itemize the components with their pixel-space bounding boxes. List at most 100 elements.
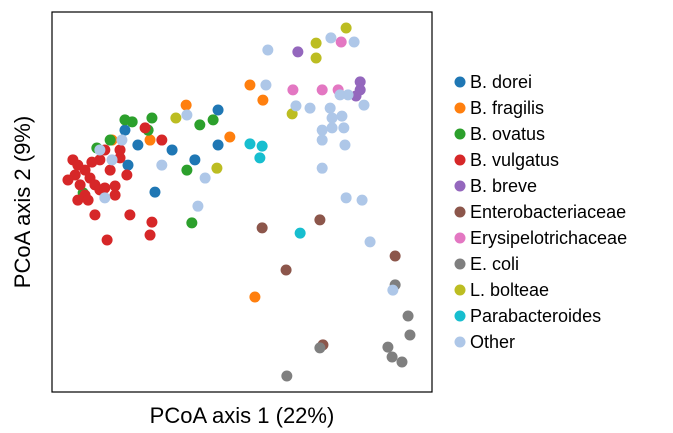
legend-label: Other (470, 332, 515, 352)
legend-label: B. dorei (470, 72, 532, 92)
point (82, 194, 94, 206)
legend-label: Parabacteroides (470, 306, 601, 326)
legend-swatch (454, 232, 466, 244)
legend-label: B. vulgatus (470, 150, 559, 170)
point (314, 214, 326, 226)
point (224, 131, 236, 143)
point (89, 209, 101, 221)
point (324, 102, 336, 114)
point (254, 152, 266, 164)
point (99, 192, 111, 204)
point (326, 112, 338, 124)
legend-swatch (454, 154, 466, 166)
point (144, 229, 156, 241)
point (244, 79, 256, 91)
point (340, 22, 352, 34)
legend-label: B. breve (470, 176, 537, 196)
legend-swatch (454, 76, 466, 88)
legend-swatch (454, 180, 466, 192)
point (99, 182, 111, 194)
point (339, 139, 351, 151)
point (281, 370, 293, 382)
point (387, 284, 399, 296)
point (126, 116, 138, 128)
point (104, 164, 116, 176)
legend-label: L. bolteae (470, 280, 549, 300)
legend-swatch (454, 258, 466, 270)
point (194, 119, 206, 131)
point (314, 342, 326, 354)
point (316, 134, 328, 146)
point (192, 200, 204, 212)
legend-label: B. fragilis (470, 98, 544, 118)
point (364, 236, 376, 248)
point (310, 37, 322, 49)
point (170, 112, 182, 124)
point (212, 139, 224, 151)
point (212, 104, 224, 116)
point (294, 227, 306, 239)
plot-frame (51, 11, 433, 393)
point (106, 154, 118, 166)
point (149, 186, 161, 198)
point (109, 180, 121, 192)
legend-swatch (454, 102, 466, 114)
point (146, 216, 158, 228)
point (348, 36, 360, 48)
point (256, 140, 268, 152)
point (79, 164, 91, 176)
point (325, 32, 337, 44)
point (101, 234, 113, 246)
point (121, 169, 133, 181)
point (199, 172, 211, 184)
legend-swatch (454, 284, 466, 296)
point (342, 89, 354, 101)
point (310, 52, 322, 64)
point (316, 84, 328, 96)
point (358, 99, 370, 111)
point (132, 139, 144, 151)
point (290, 100, 302, 112)
point (124, 209, 136, 221)
point (260, 79, 272, 91)
point (116, 134, 128, 146)
point (382, 341, 394, 353)
point (74, 179, 86, 191)
point (139, 122, 151, 134)
point (354, 76, 366, 88)
point (181, 109, 193, 121)
point (94, 144, 106, 156)
point (292, 46, 304, 58)
point (186, 217, 198, 229)
point (338, 122, 350, 134)
x-axis-label: PCoA axis 1 (22%) (150, 403, 335, 428)
point (156, 159, 168, 171)
legend-swatch (454, 128, 466, 140)
point (189, 154, 201, 166)
point (114, 144, 126, 156)
point (211, 162, 223, 174)
point (404, 329, 416, 341)
legend-swatch (454, 336, 466, 348)
point (180, 99, 192, 111)
legend-label: Enterobacteriaceae (470, 202, 626, 222)
legend-swatch (454, 310, 466, 322)
point (280, 264, 292, 276)
point (119, 124, 131, 136)
point (340, 192, 352, 204)
point (86, 156, 98, 168)
legend-label: E. coli (470, 254, 519, 274)
point (389, 250, 401, 262)
point (181, 164, 193, 176)
point (244, 138, 256, 150)
point (334, 89, 346, 101)
legend-label: B. ovatus (470, 124, 545, 144)
point (326, 122, 338, 134)
legend-swatch (454, 206, 466, 218)
point (402, 310, 414, 322)
point (336, 110, 348, 122)
point (62, 174, 74, 186)
point (104, 134, 116, 146)
point (256, 222, 268, 234)
